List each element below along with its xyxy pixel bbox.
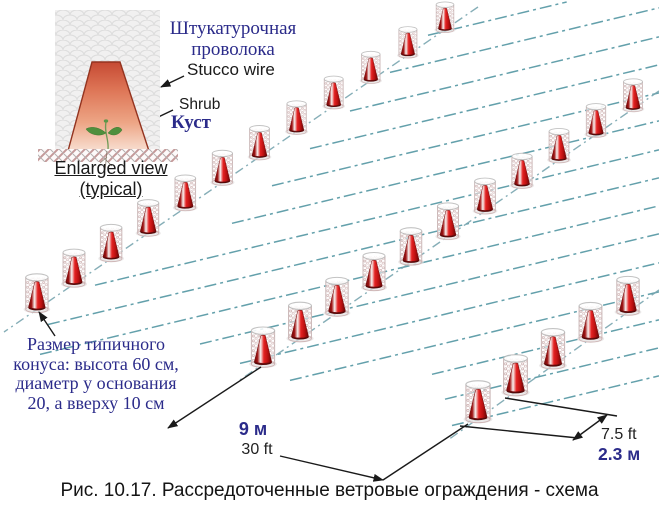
cone-unit bbox=[576, 301, 605, 344]
cone-unit bbox=[434, 1, 456, 34]
cone-unit bbox=[97, 223, 125, 263]
arrow-line bbox=[279, 455, 384, 482]
row-line bbox=[309, 64, 659, 150]
row-spacing-label-m: 2.3 м bbox=[598, 444, 641, 464]
enlarged-view-graphic bbox=[38, 10, 178, 171]
row-line bbox=[231, 120, 659, 225]
arrow-line bbox=[160, 75, 185, 88]
cone-unit bbox=[621, 78, 645, 113]
cone-unit bbox=[462, 380, 494, 424]
cone-unit bbox=[472, 177, 498, 216]
arrow-line bbox=[38, 311, 56, 337]
shrub-roots bbox=[99, 150, 113, 171]
row-line bbox=[239, 262, 659, 365]
row-lines bbox=[39, 1, 659, 427]
cone-unit bbox=[546, 127, 572, 164]
row-line bbox=[39, 205, 659, 356]
cone-unit bbox=[500, 354, 531, 398]
cone-unit bbox=[323, 276, 351, 318]
stucco-wire-label-ru: Штукатурочная проволока bbox=[169, 18, 297, 60]
cone-unit bbox=[321, 75, 346, 110]
cone-unit bbox=[538, 328, 568, 371]
cone-unit bbox=[359, 50, 383, 85]
row-line bbox=[94, 149, 659, 286]
cone-unit bbox=[135, 199, 162, 238]
figure-caption: Рис. 10.17. Рассредоточенные ветровые ог… bbox=[60, 480, 599, 501]
enlarged-view-label: Enlarged view (typical) bbox=[54, 158, 168, 199]
arrow-line bbox=[459, 425, 579, 439]
arrow-line bbox=[167, 366, 262, 429]
row-spacing-label-ft: 7.5 ft bbox=[601, 426, 637, 443]
cone-unit bbox=[397, 227, 425, 267]
cone-unit bbox=[583, 103, 609, 139]
cone-unit bbox=[284, 100, 309, 136]
stucco-wire-label-en: Stucco wire bbox=[187, 60, 275, 79]
row-line bbox=[451, 375, 659, 427]
row-line bbox=[47, 177, 659, 326]
row-line bbox=[444, 347, 659, 400]
arrow-line bbox=[572, 414, 608, 441]
cone-unit bbox=[509, 152, 535, 190]
row-line bbox=[349, 36, 659, 112]
cone-unit bbox=[247, 125, 272, 161]
cone-unit bbox=[396, 26, 420, 59]
cone-unit bbox=[360, 252, 388, 292]
arrow-line bbox=[504, 397, 618, 417]
shrub-label-en: Shrub bbox=[179, 96, 221, 113]
shrub-graphic bbox=[85, 119, 123, 150]
cone-unit bbox=[209, 149, 235, 187]
cone-unit bbox=[285, 301, 315, 343]
row-length-label-ft: 30 ft bbox=[241, 441, 273, 458]
cone-unit bbox=[614, 275, 642, 317]
cone-unit bbox=[248, 326, 278, 369]
cone-unit bbox=[434, 202, 462, 241]
ground-hatch bbox=[38, 149, 178, 162]
shrub-label-ru: Куст bbox=[171, 112, 211, 133]
row-line bbox=[389, 7, 659, 74]
cone-unit bbox=[23, 273, 51, 314]
row-line bbox=[199, 233, 659, 345]
cone-size-note: Размер типичного конуса: высота 60 см, д… bbox=[13, 334, 179, 413]
arrow-line bbox=[382, 423, 469, 481]
row-length-label-m: 9 м bbox=[238, 419, 268, 439]
cone-unit bbox=[60, 248, 88, 289]
